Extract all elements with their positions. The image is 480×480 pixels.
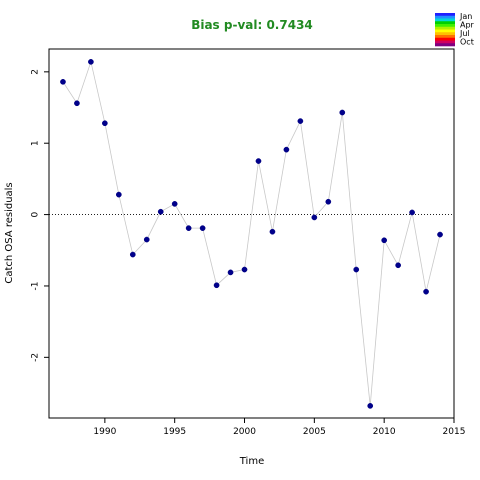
- legend-color-swatch: [435, 24, 455, 28]
- legend-color-swatch: [435, 18, 455, 22]
- residual-connector-line: [62, 60, 441, 406]
- y-axis: -2 -1 0 1 2: [30, 69, 49, 362]
- legend-color-swatch: [435, 26, 455, 30]
- residual-point: [339, 109, 346, 116]
- x-tick-label: 2005: [303, 427, 326, 437]
- residual-point: [255, 158, 262, 164]
- residual-point: [283, 146, 290, 153]
- legend-color-swatch: [435, 40, 455, 44]
- x-tick-label: 1990: [93, 427, 116, 437]
- residual-point: [423, 288, 429, 295]
- legend-color-swatch: [435, 21, 455, 25]
- x-axis: 1990 1995 2000 2005 2010 2015: [93, 418, 465, 437]
- residual-point: [269, 228, 276, 235]
- residual-point: [297, 118, 304, 124]
- residual-point: [115, 191, 122, 198]
- x-tick-label: 1995: [163, 427, 186, 437]
- legend-entry: Jul: [459, 29, 470, 38]
- y-tick-label: -1: [31, 281, 41, 290]
- residual-point: [437, 231, 443, 238]
- legend-color-swatch: [435, 13, 455, 17]
- residual-point: [143, 236, 150, 243]
- x-tick-label: 2015: [443, 427, 466, 437]
- residual-point: [311, 214, 318, 221]
- residual-point: [395, 262, 401, 269]
- legend-color-swatch: [435, 29, 455, 33]
- x-tick-label: 2010: [373, 427, 396, 437]
- residual-point: [367, 403, 374, 409]
- y-tick-label: 1: [31, 140, 41, 146]
- x-tick-label: 2000: [233, 427, 256, 437]
- legend-color-swatch: [435, 32, 455, 36]
- legend-entry: Jan: [459, 12, 472, 21]
- plot-frame: [48, 48, 455, 419]
- residual-point: [88, 58, 94, 65]
- residual-point: [409, 209, 415, 216]
- residual-point: [213, 282, 220, 289]
- residual-point: [381, 237, 388, 244]
- legend-color-swatch: [435, 35, 455, 39]
- chart-title: Bias p-val: 0.7434: [191, 18, 313, 32]
- residual-point: [241, 266, 248, 273]
- y-tick-label: 2: [30, 69, 40, 75]
- residual-point: [74, 100, 80, 107]
- residual-point: [171, 201, 178, 207]
- y-axis-label: Catch OSA residuals: [4, 182, 15, 283]
- residual-point: [60, 78, 66, 85]
- legend-color-swatch: [435, 15, 455, 19]
- residual-point: [185, 225, 192, 231]
- y-tick-label: -2: [31, 353, 41, 362]
- residual-points: [60, 58, 443, 409]
- residual-point: [129, 251, 136, 258]
- residual-point: [157, 208, 164, 215]
- legend-entry: Oct: [460, 38, 474, 47]
- residual-point: [325, 198, 332, 205]
- legend-color-swatch: [435, 37, 455, 41]
- legend-entry: Apr: [460, 21, 475, 30]
- residual-point: [353, 266, 360, 273]
- legend-color-swatch: [435, 43, 455, 47]
- y-tick-label: 0: [31, 211, 41, 217]
- residual-point: [102, 120, 108, 127]
- x-axis-label: Time: [239, 456, 264, 467]
- residual-point: [199, 225, 206, 231]
- residual-point: [227, 269, 234, 276]
